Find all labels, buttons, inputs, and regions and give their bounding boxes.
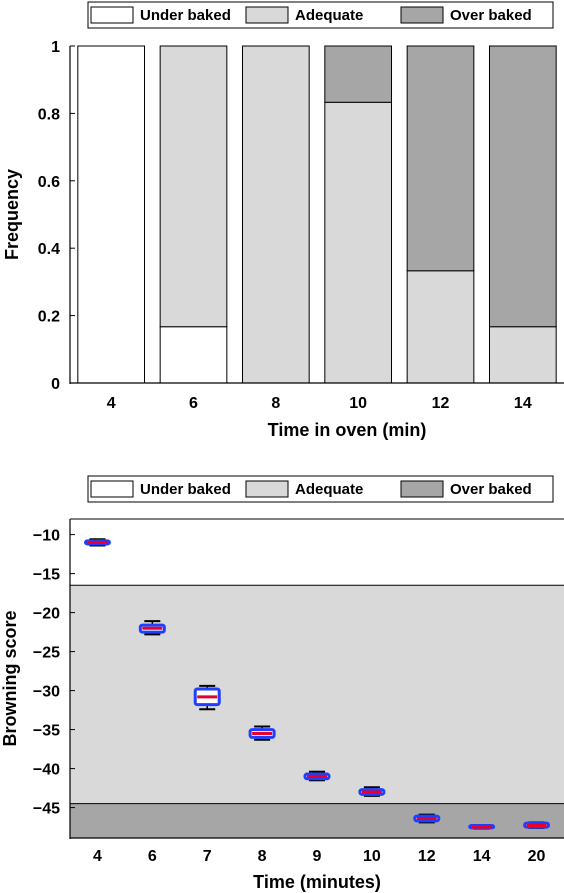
stacked-bar-chart: Under baked Adequate Over baked 4 6 8 10 12 14 0 0… xyxy=(2,1,564,440)
y-tick-label: −45 xyxy=(33,801,60,818)
band-over-baked xyxy=(70,803,564,838)
y-tick-label: −35 xyxy=(33,723,60,740)
box-6 xyxy=(138,620,166,636)
x-tick-label: 12 xyxy=(418,848,436,865)
legend: Under baked Adequate Over baked xyxy=(87,1,554,29)
y-tick-label: 0 xyxy=(51,376,60,393)
x-tick-label: 10 xyxy=(349,395,367,412)
box-12 xyxy=(413,813,441,824)
y-tick-label: −15 xyxy=(33,567,60,584)
band-under-baked xyxy=(70,519,564,586)
legend-label-1: Adequate xyxy=(295,7,363,24)
legend-swatch-2 xyxy=(400,6,444,24)
x-tick-label: 6 xyxy=(148,848,157,865)
y-tick-label: −40 xyxy=(33,762,60,779)
bar-14-adequate xyxy=(488,326,557,384)
legend-box xyxy=(87,1,554,29)
legend-label-1: Adequate xyxy=(295,481,363,498)
y-tick-label: −30 xyxy=(33,684,60,701)
y-tick-label: −25 xyxy=(33,645,60,662)
x-tick-label: 9 xyxy=(313,848,322,865)
legend-label-0: Under baked xyxy=(140,7,231,24)
bar-4-under-baked xyxy=(77,45,146,384)
y-tick-label: 0.4 xyxy=(38,241,60,258)
x-tick-label: 6 xyxy=(189,395,198,412)
box-7 xyxy=(193,684,221,711)
y-tick-label: 0.2 xyxy=(38,309,60,326)
y-tick-label: 0.6 xyxy=(38,174,60,191)
bar-14-over-baked xyxy=(488,45,557,328)
x-axis-title: Time in oven (min) xyxy=(268,420,427,440)
box-20 xyxy=(523,821,551,829)
box-10 xyxy=(358,786,386,797)
legend-box xyxy=(87,475,554,503)
y-tick-label: 0.8 xyxy=(38,106,60,123)
legend-swatch-2 xyxy=(400,480,444,498)
x-tick-label: 4 xyxy=(107,395,116,412)
legend-label-2: Over baked xyxy=(450,481,532,498)
x-tick-label: 20 xyxy=(528,848,546,865)
box-plot-chart: Under baked Adequate Over baked 4 6 7 8 9 10 12 14… xyxy=(0,475,564,892)
x-tick-label: 7 xyxy=(203,848,212,865)
x-tick-label: 14 xyxy=(514,395,532,412)
x-tick-label: 4 xyxy=(93,848,102,865)
legend-swatch-1 xyxy=(245,6,289,24)
legend: Under baked Adequate Over baked xyxy=(87,475,554,503)
bar-12-adequate xyxy=(406,270,475,384)
legend-label-2: Over baked xyxy=(450,7,532,24)
box-14 xyxy=(468,824,496,830)
legend-swatch-0 xyxy=(90,480,134,498)
y-tick-label: −20 xyxy=(33,606,60,623)
x-axis-title: Time (minutes) xyxy=(253,872,381,892)
y-axis-title: Browning score xyxy=(0,610,20,746)
y-axis-title: Frequency xyxy=(2,169,22,260)
bar-6-under-baked xyxy=(159,326,228,384)
legend-label-0: Under baked xyxy=(140,481,231,498)
legend-swatch-1 xyxy=(245,480,289,498)
y-tick-label: −10 xyxy=(33,528,60,545)
box-8 xyxy=(248,725,276,741)
x-tick-label: 14 xyxy=(473,848,491,865)
bar-8-adequate xyxy=(241,45,310,384)
x-tick-label: 8 xyxy=(271,395,280,412)
box-4 xyxy=(83,538,111,547)
y-tick-label: 1 xyxy=(51,39,60,56)
legend-swatch-0 xyxy=(90,6,134,24)
bar-12-over-baked xyxy=(406,45,475,272)
box-9 xyxy=(303,770,331,782)
x-tick-label: 8 xyxy=(258,848,267,865)
bar-10-adequate xyxy=(324,101,393,384)
bar-10-over-baked xyxy=(324,45,393,103)
x-tick-label: 10 xyxy=(363,848,381,865)
x-tick-label: 12 xyxy=(432,395,450,412)
bar-6-adequate xyxy=(159,45,228,328)
